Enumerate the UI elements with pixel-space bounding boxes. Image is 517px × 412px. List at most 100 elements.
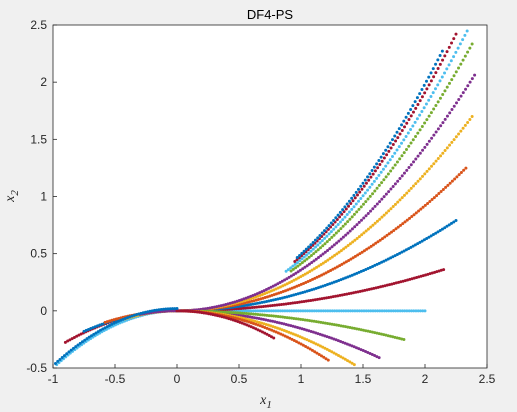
data-point <box>445 85 449 89</box>
data-point <box>431 91 435 95</box>
data-point <box>440 49 444 53</box>
data-point <box>384 164 388 168</box>
data-point <box>330 336 334 340</box>
data-point <box>338 210 342 214</box>
data-point <box>295 284 299 288</box>
y-axis-label: x2 <box>3 190 21 203</box>
data-point <box>400 174 404 178</box>
y-tick-label: -0.5 <box>26 361 47 375</box>
data-point <box>374 286 378 290</box>
data-point <box>357 347 361 351</box>
data-point <box>330 255 334 259</box>
data-point <box>402 151 406 155</box>
data-point <box>92 332 96 336</box>
data-point <box>377 159 381 163</box>
data-point <box>65 352 69 356</box>
data-point <box>404 134 408 138</box>
data-point <box>339 339 343 343</box>
data-point <box>375 262 379 266</box>
data-point <box>366 211 370 215</box>
data-point <box>330 350 334 354</box>
data-point <box>229 317 233 321</box>
data-point <box>375 186 379 190</box>
data-point <box>263 313 267 317</box>
data-point <box>295 255 299 259</box>
data-point <box>280 328 284 332</box>
data-point <box>325 296 329 300</box>
data-point <box>436 58 440 62</box>
data-point <box>295 340 299 344</box>
data-point <box>400 250 404 254</box>
data-point <box>387 309 391 313</box>
data-point <box>405 191 409 195</box>
data-point <box>155 308 159 312</box>
data-point <box>340 262 344 266</box>
data-point <box>251 296 255 300</box>
data-point <box>436 127 440 131</box>
data-point <box>319 263 323 267</box>
data-point <box>369 244 373 248</box>
data-point <box>462 168 466 172</box>
x-tick-label: 0.5 <box>231 372 248 386</box>
data-point <box>335 323 339 327</box>
data-point <box>364 350 368 354</box>
data-point <box>428 200 432 203</box>
data-point <box>388 334 392 338</box>
data-point <box>326 270 330 274</box>
data-point <box>402 171 406 175</box>
data-point <box>329 295 333 299</box>
data-point <box>286 323 290 327</box>
data-point <box>253 302 257 306</box>
data-point <box>385 153 389 157</box>
data-point <box>282 329 286 333</box>
data-point <box>428 272 432 276</box>
data-point <box>386 172 390 176</box>
data-point <box>440 227 444 231</box>
data-point <box>316 243 320 247</box>
data-point <box>166 307 170 311</box>
data-point <box>348 326 352 330</box>
data-point <box>369 225 373 229</box>
data-point <box>285 316 289 320</box>
data-point <box>323 283 327 287</box>
data-point <box>353 254 357 258</box>
data-point <box>271 325 275 329</box>
data-point <box>405 121 409 125</box>
data-point <box>375 176 379 180</box>
data-point <box>296 309 300 313</box>
data-point <box>379 170 383 174</box>
data-point <box>355 327 359 331</box>
data-point <box>351 199 355 203</box>
data-point <box>304 345 308 348</box>
data-point <box>445 50 449 54</box>
data-point <box>348 343 352 347</box>
data-point <box>276 315 280 319</box>
data-point <box>337 323 341 327</box>
data-point <box>301 273 305 277</box>
data-point <box>350 196 354 200</box>
data-point <box>393 163 397 167</box>
data-point <box>251 293 255 297</box>
data-point <box>254 309 258 313</box>
data-point <box>316 248 320 252</box>
data-point <box>364 229 368 233</box>
data-point <box>254 327 258 331</box>
data-point <box>289 301 293 305</box>
data-point <box>251 321 255 325</box>
data-point <box>421 148 425 152</box>
data-point <box>287 275 291 279</box>
data-point <box>382 195 386 199</box>
data-point <box>244 303 248 307</box>
data-point <box>452 104 456 108</box>
data-point <box>394 227 398 231</box>
data-point <box>251 312 255 316</box>
data-point <box>264 288 268 292</box>
data-point <box>411 104 415 108</box>
series-8 <box>293 32 458 264</box>
data-point <box>320 231 324 235</box>
data-point <box>407 166 411 170</box>
data-point <box>303 259 307 263</box>
data-point <box>420 109 424 113</box>
data-point <box>222 303 225 307</box>
data-point <box>281 284 285 288</box>
